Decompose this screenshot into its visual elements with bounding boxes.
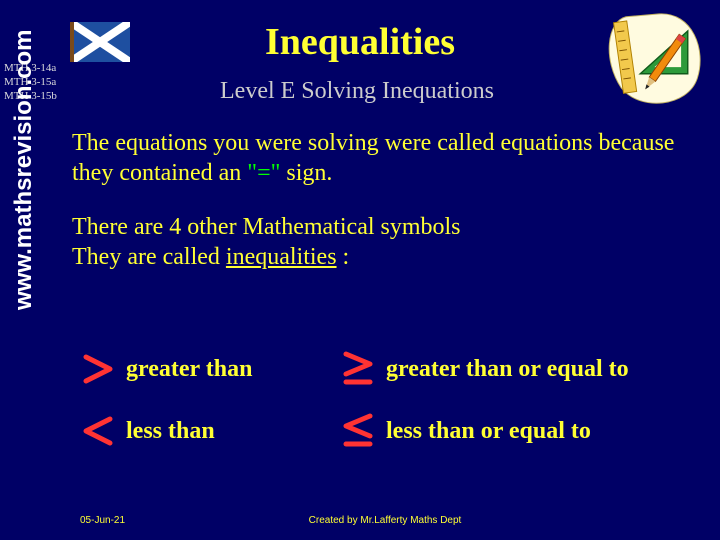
website-label: www.mathsrevision.com: [10, 29, 38, 310]
footer-date: 05-Jun-21: [80, 515, 125, 526]
symbol-lt: less than: [80, 413, 340, 449]
paragraph-1: The equations you were solving were call…: [72, 128, 708, 188]
page-subtitle: Level E Solving Inequations: [220, 78, 494, 105]
page-title: Inequalities: [265, 20, 455, 64]
symbol-gte: greater than or equal to: [340, 351, 629, 387]
greater-than-icon: [80, 351, 116, 387]
symbol-gt: greater than: [80, 351, 340, 387]
footer-credit: Created by Mr.Lafferty Maths Dept: [309, 515, 462, 526]
less-than-equal-icon: [340, 413, 376, 449]
symbol-row: less than less than or equal to: [80, 400, 710, 462]
symbol-label: less than: [126, 418, 215, 445]
less-than-icon: [80, 413, 116, 449]
equals-quote: "=": [247, 160, 280, 186]
inequalities-keyword: inequalities: [226, 244, 337, 270]
paragraph-2: There are 4 other Mathematical symbols T…: [72, 212, 708, 272]
math-tools-icon: [607, 12, 702, 107]
symbol-lte: less than or equal to: [340, 413, 591, 449]
scotland-flag-icon: [70, 22, 130, 62]
symbol-row: greater than greater than or equal to: [80, 338, 710, 400]
para1-part-a: The equations you were solving were call…: [72, 130, 674, 186]
footer: 05-Jun-21 Created by Mr.Lafferty Maths D…: [80, 515, 690, 526]
symbol-label: greater than or equal to: [386, 356, 629, 383]
symbol-label: greater than: [126, 356, 252, 383]
symbol-label: less than or equal to: [386, 418, 591, 445]
para1-part-b: sign.: [280, 160, 332, 186]
symbols-grid: greater than greater than or equal to le…: [80, 338, 710, 462]
para2-part-b: :: [337, 244, 350, 270]
greater-than-equal-icon: [340, 351, 376, 387]
